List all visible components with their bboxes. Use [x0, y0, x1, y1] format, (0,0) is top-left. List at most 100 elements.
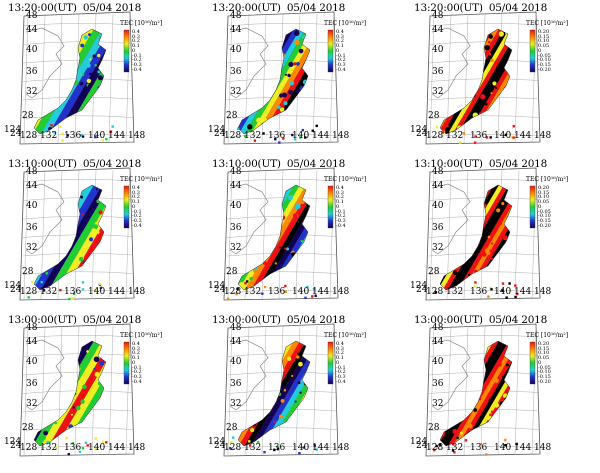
- colorbar-tick: -0.2: [132, 213, 142, 220]
- panel-title: 13:00:00(UT) 05/04 2018: [212, 314, 351, 326]
- longitude-label: 124: [208, 125, 226, 135]
- longitude-label: 144: [312, 287, 330, 297]
- panel-time: 13:00:00(UT): [414, 314, 483, 326]
- map-frame: [223, 11, 339, 145]
- latitude-label: 24: [214, 129, 226, 139]
- longitude-label: 136: [64, 443, 82, 453]
- panel-time: 13:10:00(UT): [8, 158, 77, 170]
- tec-data-fill: [440, 341, 512, 446]
- map-frame: [223, 323, 339, 457]
- latitude-label: 40: [26, 201, 38, 211]
- tec-panel-r3-c1: 13:00:00(UT) 05/04 2018 TEC [10¹⁶/m²] 0.4 0.…: [2, 314, 194, 464]
- latitude-label: 40: [432, 357, 444, 367]
- latitude-label: 24: [214, 285, 226, 295]
- latitude-label: 48: [432, 323, 444, 333]
- colorbar: [529, 185, 536, 229]
- longitude-label: 124: [208, 281, 226, 291]
- latitude-label: 48: [26, 167, 38, 177]
- panel-time: 13:10:00(UT): [212, 158, 281, 170]
- colorbar: [327, 29, 334, 73]
- colorbar-label: TEC [10¹⁶/m²]: [120, 332, 163, 339]
- graticule: [226, 13, 338, 144]
- latitude-label: 24: [10, 285, 22, 295]
- coastline: [229, 339, 269, 411]
- map-frame: [19, 167, 135, 301]
- panel-time: 13:20:00(UT): [8, 2, 77, 14]
- colorbar: [529, 29, 536, 73]
- longitude-label: 148: [332, 443, 350, 453]
- latitude-label: 32: [432, 87, 444, 97]
- colorbar-tick: 0.10: [538, 38, 550, 45]
- latitude-label: 44: [230, 181, 242, 191]
- tec-map-svg: [223, 11, 339, 145]
- latitude-label: 36: [26, 379, 38, 389]
- colorbar-tick: -0.1: [336, 208, 346, 215]
- latitude-label: 40: [432, 45, 444, 55]
- colorbar: [123, 185, 130, 229]
- longitude-label: 132: [446, 443, 464, 453]
- colorbar: [123, 29, 130, 73]
- tec-data-fill: [440, 185, 512, 290]
- colorbar-tick: 0.2: [132, 38, 140, 45]
- colorbar-tick: 0.15: [538, 189, 550, 196]
- longitude-label: 136: [470, 443, 488, 453]
- latitude-label: 44: [26, 25, 38, 35]
- longitude-label: 140: [88, 443, 106, 453]
- longitude-label: 136: [268, 287, 286, 297]
- latitude-label: 36: [230, 67, 242, 77]
- colorbar-tick: -0.15: [538, 217, 551, 224]
- latitude-label: 48: [26, 11, 38, 21]
- island-markers: [435, 124, 516, 144]
- map-frame: [425, 323, 541, 457]
- colorbar-tick: -0.4: [132, 66, 142, 73]
- colorbar-tick: 0.10: [538, 194, 550, 201]
- colorbar-tick: 0.2: [336, 350, 344, 357]
- colorbar-tick: -0.1: [336, 52, 346, 59]
- longitude-label: 148: [534, 131, 552, 141]
- tec-map-svg: [223, 323, 339, 457]
- longitude-label: 128: [224, 131, 242, 141]
- coastline: [229, 183, 269, 255]
- longitude-label: 136: [64, 131, 82, 141]
- panel-date: 05/04 2018: [286, 158, 346, 170]
- longitude-label: 128: [20, 131, 38, 141]
- coastline: [25, 183, 65, 255]
- latitude-label: 44: [432, 337, 444, 347]
- map-frame: [19, 11, 135, 145]
- island-markers: [433, 436, 518, 456]
- colorbar-tick: -0.3: [132, 217, 142, 224]
- colorbar-tick: -0.1: [132, 52, 142, 59]
- colorbar-tick: 0: [538, 203, 542, 210]
- colorbar-tick: -0.2: [336, 213, 346, 220]
- colorbar-label: TEC [10¹⁶/m²]: [120, 176, 163, 183]
- map-frame: [425, 167, 541, 301]
- colorbar-tick: 0.05: [538, 199, 550, 206]
- colorbar-tick: -0.2: [336, 57, 346, 64]
- colorbar: [327, 341, 334, 385]
- colorbar-tick: 0.2: [336, 38, 344, 45]
- colorbar-label: TEC [10¹⁶/m²]: [324, 20, 367, 27]
- tec-data-fill: [238, 185, 310, 290]
- colorbar-tick: 0.1: [336, 43, 344, 50]
- japan-outline: [237, 340, 311, 447]
- panel-date: 05/04 2018: [488, 158, 548, 170]
- tec-panel-r1-c2: 13:20:00(UT) 05/04 2018 TEC [10¹⁶/m²] 0.4 0.…: [206, 2, 398, 152]
- longitude-label: 132: [40, 287, 58, 297]
- panel-title: 13:00:00(UT) 05/04 2018: [8, 314, 147, 326]
- panel-date: 05/04 2018: [286, 2, 346, 14]
- longitude-label: 144: [514, 131, 532, 141]
- colorbar-label: TEC [10¹⁶/m²]: [324, 176, 367, 183]
- latitude-label: 48: [26, 323, 38, 333]
- longitude-label: 140: [292, 131, 310, 141]
- panel-title: 13:20:00(UT) 05/04 2018: [8, 2, 147, 14]
- longitude-label: 140: [292, 443, 310, 453]
- colorbar-tick: 0.15: [538, 345, 550, 352]
- japan-outline: [237, 184, 311, 291]
- colorbar-tick: -0.2: [132, 369, 142, 376]
- island-markers: [27, 280, 103, 301]
- panel-title: 13:00:00(UT) 05/04 2018: [414, 314, 553, 326]
- colorbar-tick: -0.1: [132, 208, 142, 215]
- longitude-label: 124: [410, 281, 428, 291]
- colorbar-tick: 0.05: [538, 355, 550, 362]
